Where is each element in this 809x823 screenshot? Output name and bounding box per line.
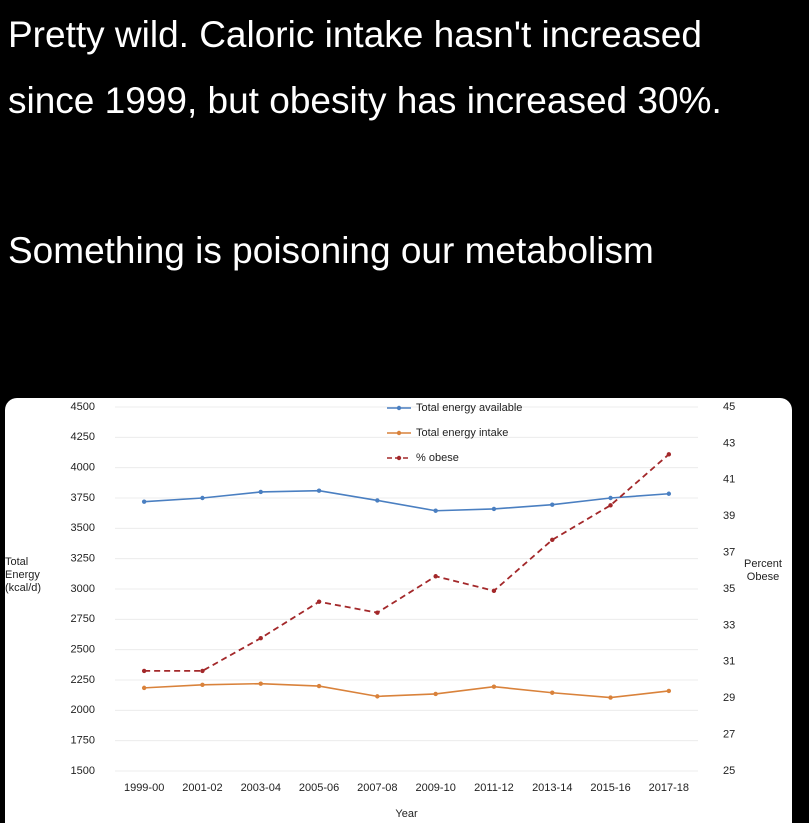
post-text: Pretty wild. Caloric intake hasn't incre… xyxy=(8,14,722,121)
legend-marker xyxy=(396,430,402,436)
marker xyxy=(141,499,147,504)
y-tick-label: 4500 xyxy=(71,401,95,413)
x-tick-label: 1999-00 xyxy=(124,782,164,794)
y-tick-label: 3000 xyxy=(71,583,95,595)
marker xyxy=(608,695,613,700)
y2-tick-label: 41 xyxy=(723,474,735,486)
marker xyxy=(550,690,555,695)
y2-tick-label: 33 xyxy=(723,619,735,631)
marker xyxy=(316,683,322,689)
marker xyxy=(433,691,438,697)
marker xyxy=(258,635,263,641)
legend-label: Total energy intake xyxy=(416,427,508,439)
marker xyxy=(666,452,672,457)
y-axis-label: Total Energy (kcal/d) xyxy=(5,556,42,594)
y2-tick-label: 37 xyxy=(723,547,735,559)
y-tick-label: 2750 xyxy=(71,613,95,625)
marker xyxy=(433,508,438,513)
marker xyxy=(316,488,322,493)
marker xyxy=(608,503,613,508)
marker xyxy=(608,495,613,501)
marker xyxy=(141,668,147,674)
series-line xyxy=(144,489,669,512)
y2-tick-label: 39 xyxy=(723,510,735,522)
y-tick-label: 3750 xyxy=(71,492,95,504)
y-tick-label: 4250 xyxy=(71,431,95,443)
marker xyxy=(141,685,147,691)
legend-marker xyxy=(396,455,402,461)
x-tick-label: 2001-02 xyxy=(182,782,222,794)
marker xyxy=(491,506,497,512)
y-tick-label: 1750 xyxy=(71,735,95,747)
marker xyxy=(666,491,672,496)
marker xyxy=(200,668,205,674)
y-tick-label: 3500 xyxy=(71,522,95,534)
legend-label: Total energy available xyxy=(416,402,522,414)
legend-label: % obese xyxy=(416,452,459,464)
y-tick-label: 3250 xyxy=(71,553,95,565)
x-tick-label: 2017-18 xyxy=(649,782,689,794)
y2-tick-label: 43 xyxy=(723,437,735,449)
legend-marker xyxy=(396,405,402,411)
x-axis-label: Year xyxy=(395,808,418,820)
y2-tick-label: 45 xyxy=(723,401,735,413)
y-tick-label: 2500 xyxy=(71,644,95,656)
y2-tick-label: 31 xyxy=(723,656,735,668)
marker xyxy=(375,498,380,503)
x-tick-label: 2011-12 xyxy=(474,782,514,794)
y2-tick-label: 35 xyxy=(723,583,735,595)
marker xyxy=(258,681,263,686)
marker xyxy=(375,694,380,699)
chart: 1500 1750 2000 2250 2500 2750 3000 3250 3500 3750… xyxy=(71,401,736,820)
y-tick-label: 1500 xyxy=(71,765,95,777)
marker xyxy=(200,682,205,688)
marker xyxy=(666,688,672,694)
y-tick-label: 2250 xyxy=(71,674,95,686)
marker xyxy=(491,588,497,594)
y-tick-label: 4000 xyxy=(71,462,95,474)
marker xyxy=(200,495,205,501)
series-line xyxy=(144,453,670,672)
y2-axis-label: Percent Obese xyxy=(744,558,782,583)
y2-tick-label: 27 xyxy=(723,729,735,741)
y2-tick-label: 25 xyxy=(723,765,735,777)
x-tick-label: 2013-14 xyxy=(532,782,572,794)
post-text: Something is poisoning our metabolism xyxy=(8,230,654,271)
marker xyxy=(550,537,555,543)
x-tick-label: 2015-16 xyxy=(590,782,630,794)
y2-tick-label: 29 xyxy=(723,692,735,704)
chart-card: Total Energy (kcal/d) Percent Obese 1500… xyxy=(5,398,792,823)
y-tick-label: 2000 xyxy=(71,704,95,716)
x-tick-label: 2003-04 xyxy=(241,782,281,794)
x-tick-label: 2005-06 xyxy=(299,782,339,794)
x-tick-label: 2007-08 xyxy=(357,782,397,794)
marker xyxy=(433,574,438,579)
x-tick-label: 2009-10 xyxy=(415,782,455,794)
series-line xyxy=(144,682,669,699)
marker xyxy=(258,489,263,495)
marker xyxy=(375,610,380,615)
marker xyxy=(316,599,322,604)
marker xyxy=(550,502,555,507)
marker xyxy=(491,684,497,689)
